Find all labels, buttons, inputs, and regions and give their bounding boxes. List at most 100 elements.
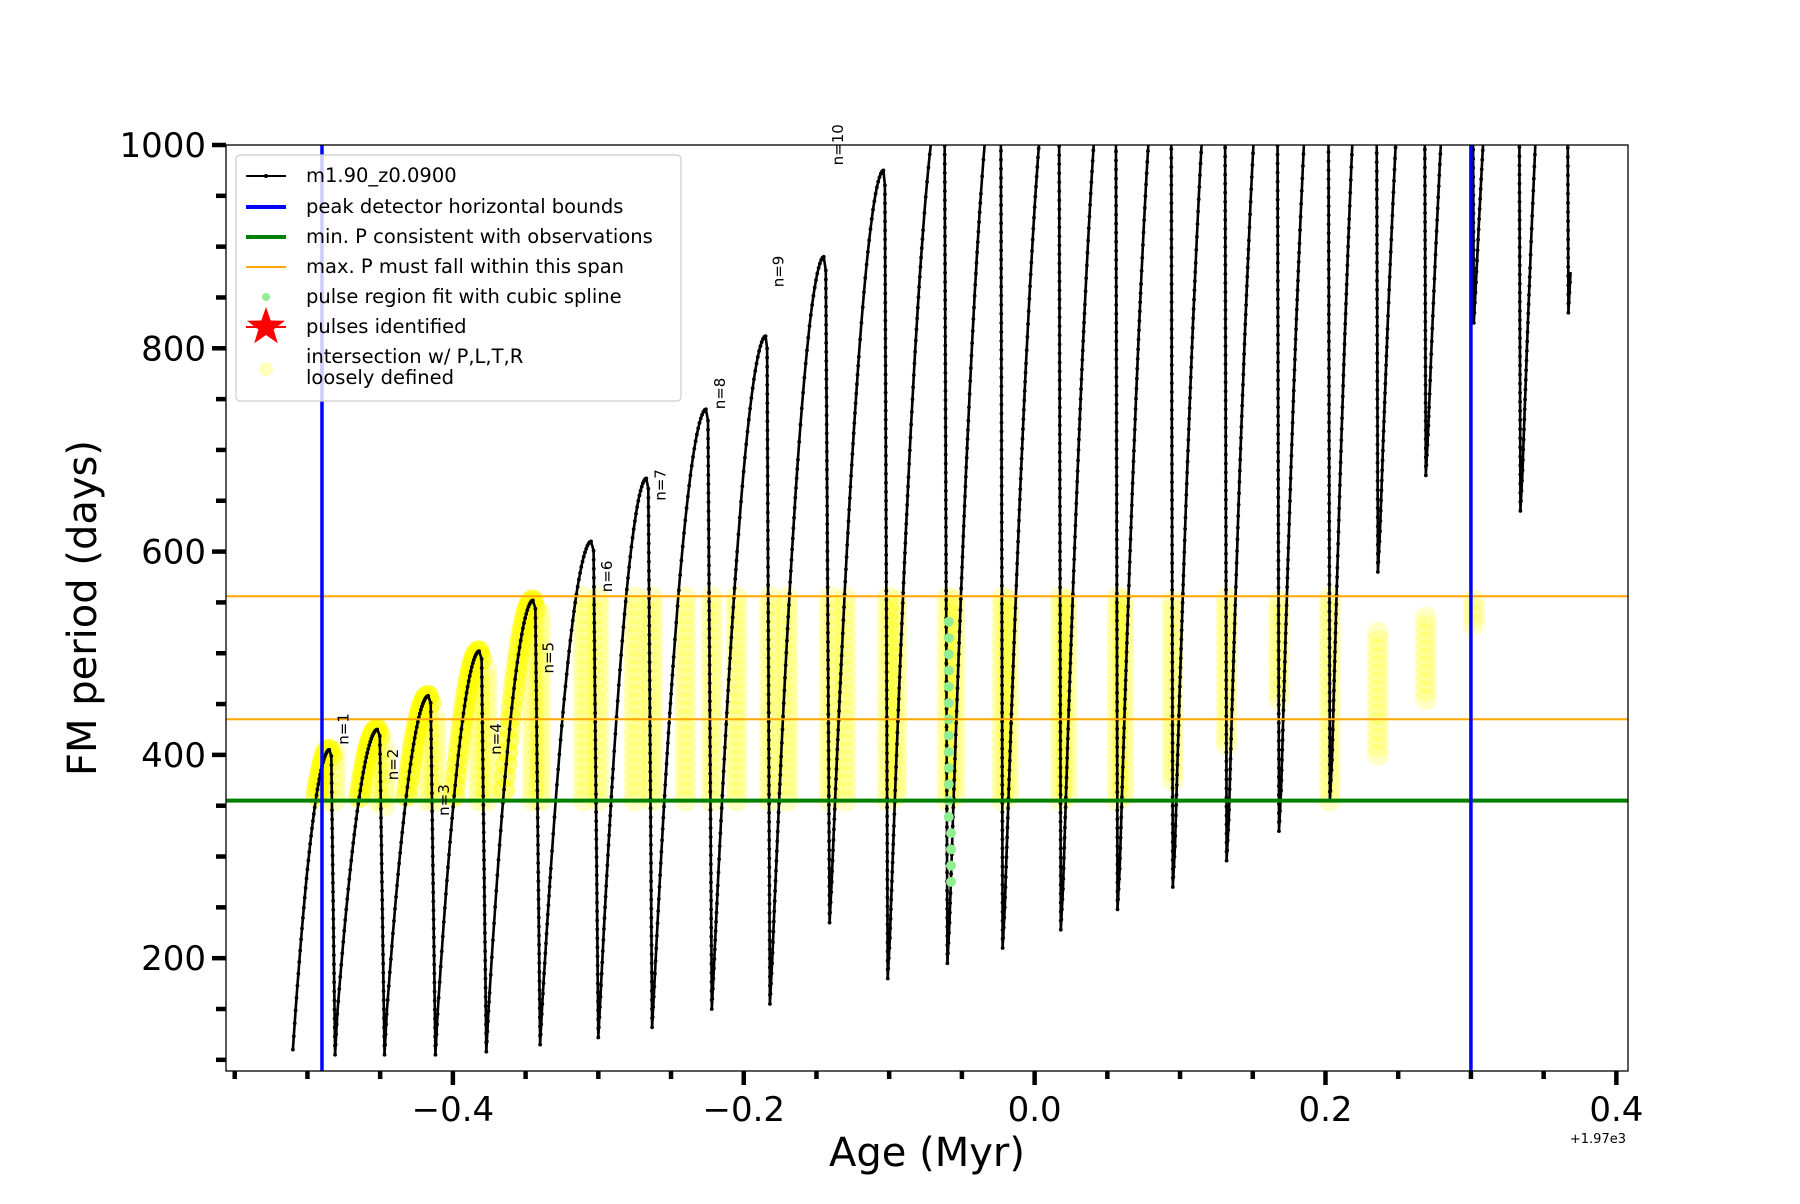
model-track-point [850, 463, 854, 467]
spline-fit-point [944, 617, 954, 627]
model-track-point [885, 832, 889, 836]
model-track-point [1177, 714, 1181, 718]
model-track-point [1062, 846, 1066, 850]
model-track-point [1032, 216, 1036, 220]
model-track-point [740, 484, 744, 488]
model-track-point [788, 580, 792, 584]
model-track-point [825, 513, 829, 517]
model-track-point [1375, 233, 1379, 237]
y-tick-label: 400 [141, 736, 206, 776]
model-track-point [827, 721, 831, 725]
model-track-point [1169, 39, 1173, 43]
model-track-point [1375, 370, 1379, 374]
model-track-point [1193, 279, 1197, 283]
model-track-point [825, 395, 829, 399]
model-track-point [827, 785, 831, 789]
model-track-point [1115, 483, 1119, 487]
model-track-point [1275, 35, 1279, 39]
model-track-point [1375, 160, 1379, 164]
model-track-point [483, 958, 487, 962]
model-track-point [825, 432, 829, 436]
model-track-point [665, 762, 669, 766]
model-track-point [774, 879, 778, 883]
model-track-point [1255, 86, 1259, 90]
model-track-point [1171, 885, 1175, 889]
model-track-point [1247, 239, 1251, 243]
model-track-point [802, 376, 806, 380]
model-track-point [943, 162, 947, 166]
model-track-point [975, 261, 979, 265]
model-track-point [1057, 216, 1061, 220]
model-track-point [718, 831, 722, 835]
model-track-point [1434, 253, 1438, 257]
model-track-point [1179, 647, 1183, 651]
model-track-point [945, 725, 949, 729]
model-track-point [884, 544, 888, 548]
model-track-point [767, 856, 771, 860]
model-track-point [1328, 664, 1332, 668]
model-track-point [686, 495, 690, 499]
model-track-point [471, 661, 475, 665]
model-track-point [595, 891, 599, 895]
model-track-point [768, 938, 772, 942]
model-track-point [534, 625, 538, 629]
model-track-point [1000, 584, 1004, 588]
model-track-point [1082, 321, 1086, 325]
model-track-point [1224, 516, 1228, 520]
spline-fit-point [946, 844, 956, 854]
model-track-point [1517, 127, 1521, 131]
model-track-point [592, 567, 596, 571]
model-track-point [1058, 405, 1062, 409]
model-track-point [605, 863, 609, 867]
model-track-point [1375, 379, 1379, 383]
intersection-point [701, 586, 723, 608]
model-track-point [571, 619, 575, 623]
model-track-point [1115, 465, 1119, 469]
spline-fit-point [944, 779, 954, 789]
model-track-point [1433, 265, 1437, 269]
model-track-point [1225, 805, 1229, 809]
model-track-point [1059, 820, 1063, 824]
model-track-point [856, 364, 860, 368]
model-track-point [769, 992, 773, 996]
model-track-point [944, 516, 948, 520]
model-track-point [1058, 523, 1062, 527]
model-track-point [483, 904, 487, 908]
model-track-point [431, 899, 435, 903]
intersection-point [1367, 622, 1389, 644]
model-track-point [767, 820, 771, 824]
model-track-point [943, 198, 947, 202]
model-track-point [313, 806, 317, 810]
model-track-point [332, 935, 336, 939]
model-track-point [708, 781, 712, 785]
model-track-point [1058, 288, 1062, 292]
model-track-point [330, 772, 334, 776]
model-track-point [1115, 447, 1119, 451]
model-track-point [1115, 817, 1119, 821]
model-track-point [1206, 42, 1210, 46]
model-track-point [1058, 604, 1062, 608]
model-track-point [850, 452, 854, 456]
model-track-point [1074, 524, 1078, 528]
model-track-point [1063, 826, 1067, 830]
model-track-point [648, 706, 652, 710]
model-track-point [839, 672, 843, 676]
model-track-point [1231, 669, 1235, 673]
model-track-point [1009, 731, 1013, 735]
model-track-point [889, 917, 893, 921]
model-track-point [867, 238, 871, 242]
model-track-point [945, 907, 949, 911]
model-track-point [567, 649, 571, 653]
model-track-point [845, 555, 849, 559]
model-track-point [1078, 407, 1082, 411]
model-track-point [978, 201, 982, 205]
model-track-point [295, 996, 299, 1000]
model-track-point [1284, 622, 1288, 626]
model-track-point [1145, 171, 1149, 175]
model-track-point [535, 779, 539, 783]
model-track-point [1077, 438, 1081, 442]
model-track-point [1029, 261, 1033, 265]
model-track-point [1140, 256, 1144, 260]
model-track-point [1224, 624, 1228, 628]
model-track-point [904, 522, 908, 526]
